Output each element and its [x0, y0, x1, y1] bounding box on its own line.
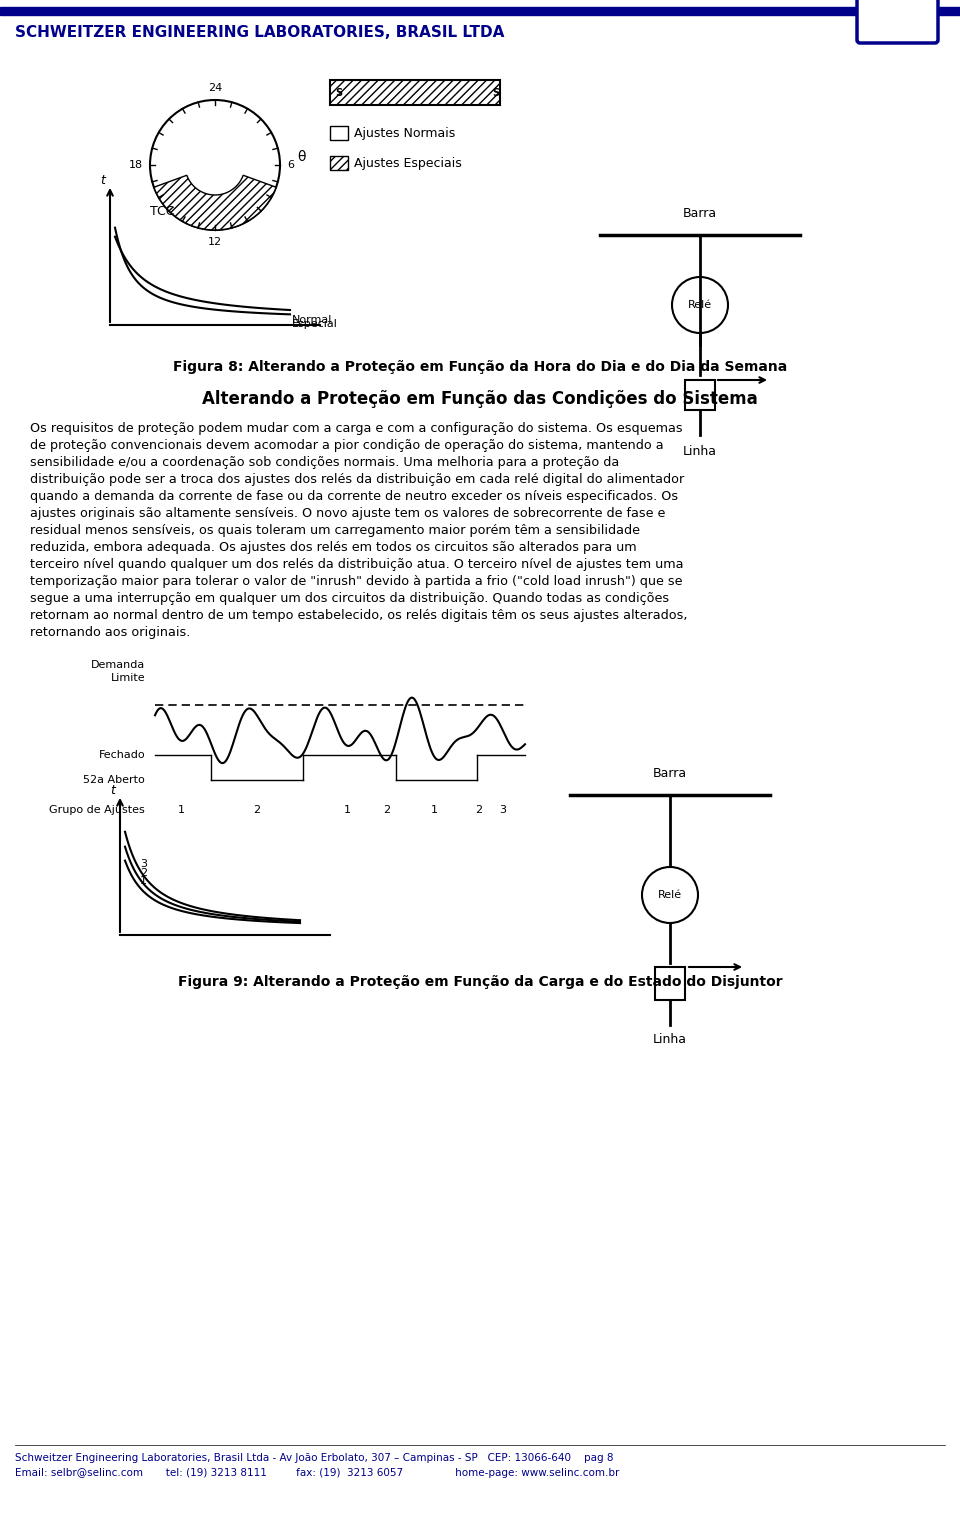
Bar: [330, 126, 348, 139]
Text: 6: 6: [287, 161, 294, 170]
Text: 52a Aberto: 52a Aberto: [84, 776, 145, 785]
Text: distribuição pode ser a troca dos ajustes dos relés da distribuição em cada relé: distribuição pode ser a troca dos ajuste…: [30, 473, 684, 486]
Text: 2: 2: [475, 804, 482, 815]
Text: θ: θ: [297, 150, 305, 164]
Text: ajustes originais são altamente sensíveis. O novo ajuste tem os valores de sobre: ajustes originais são altamente sensívei…: [30, 508, 665, 520]
Bar: [330, 80, 500, 105]
Text: Demanda: Demanda: [91, 661, 145, 670]
Text: terceiro nível quando qualquer um dos relés da distribuição atua. O terceiro nív: terceiro nível quando qualquer um dos re…: [30, 558, 684, 571]
Bar: [330, 156, 348, 170]
Text: sensibilidade e/ou a coordenação sob condições normais. Uma melhoria para a prot: sensibilidade e/ou a coordenação sob con…: [30, 456, 619, 470]
Text: t: t: [110, 783, 115, 797]
Text: Linha: Linha: [653, 1033, 687, 1045]
Text: Barra: Barra: [683, 208, 717, 220]
Text: Figura 9: Alterando a Proteção em Função da Carga e do Estado do Disjuntor: Figura 9: Alterando a Proteção em Função…: [178, 976, 782, 989]
Bar: [0, 8, 960, 15]
Text: SEL: SEL: [872, 5, 923, 27]
Text: retornando aos originais.: retornando aos originais.: [30, 626, 190, 639]
Text: Linha: Linha: [683, 445, 717, 458]
Text: 2: 2: [140, 868, 147, 877]
Text: 1: 1: [431, 804, 438, 815]
FancyBboxPatch shape: [857, 0, 938, 42]
Text: Especial: Especial: [292, 320, 338, 329]
Text: Schweitzer Engineering Laboratories, Brasil Ltda - Av João Erbolato, 307 – Campi: Schweitzer Engineering Laboratories, Bra…: [15, 1453, 613, 1463]
Text: 3: 3: [140, 859, 147, 870]
Text: Email: selbr@selinc.com       tel: (19) 3213 8111         fax: (19)  3213 6057  : Email: selbr@selinc.com tel: (19) 3213 8…: [15, 1468, 619, 1479]
Text: Relé: Relé: [658, 889, 682, 900]
Text: Grupo de Ajustes: Grupo de Ajustes: [49, 804, 145, 815]
Text: S: S: [492, 88, 499, 98]
Text: Normal: Normal: [292, 315, 332, 326]
Text: Figura 8: Alterando a Proteção em Função da Hora do Dia e do Dia da Semana: Figura 8: Alterando a Proteção em Função…: [173, 361, 787, 374]
Polygon shape: [154, 176, 276, 230]
Text: temporização maior para tolerar o valor de "inrush" devido à partida a frio ("co: temporização maior para tolerar o valor …: [30, 576, 683, 588]
Text: Alterando a Proteção em Função das Condições do Sistema: Alterando a Proteção em Função das Condi…: [203, 389, 757, 408]
Text: Os requisitos de proteção podem mudar com a carga e com a configuração do sistem: Os requisitos de proteção podem mudar co…: [30, 423, 683, 435]
Text: quando a demanda da corrente de fase ou da corrente de neutro exceder os níveis : quando a demanda da corrente de fase ou …: [30, 489, 678, 503]
Text: retornam ao normal dentro de um tempo estabelecido, os relés digitais têm os seu: retornam ao normal dentro de um tempo es…: [30, 609, 687, 623]
Text: 24: 24: [208, 83, 222, 92]
Text: de proteção convencionais devem acomodar a pior condição de operação do sistema,: de proteção convencionais devem acomodar…: [30, 439, 663, 451]
Text: Limite: Limite: [110, 673, 145, 683]
Text: 3: 3: [499, 804, 506, 815]
Text: 1: 1: [344, 804, 351, 815]
Bar: [685, 380, 715, 411]
Text: Ajustes Especiais: Ajustes Especiais: [354, 156, 462, 170]
Text: 1: 1: [140, 876, 147, 886]
Text: Ajustes Normais: Ajustes Normais: [354, 126, 455, 139]
Text: SCHWEITZER ENGINEERING LABORATORIES, BRASIL LTDA: SCHWEITZER ENGINEERING LABORATORIES, BRA…: [15, 26, 504, 39]
Text: 18: 18: [129, 161, 143, 170]
Text: Fechado: Fechado: [98, 750, 145, 761]
Text: S: S: [335, 88, 342, 98]
Text: TCC: TCC: [150, 205, 175, 218]
Text: 1: 1: [178, 804, 184, 815]
Text: reduzida, embora adequada. Os ajustes dos relés em todos os circuitos são altera: reduzida, embora adequada. Os ajustes do…: [30, 541, 636, 554]
Text: 2: 2: [383, 804, 390, 815]
Text: segue a uma interrupção em qualquer um dos circuitos da distribuição. Quando tod: segue a uma interrupção em qualquer um d…: [30, 592, 669, 604]
Text: t: t: [100, 174, 105, 186]
Text: Barra: Barra: [653, 767, 687, 780]
Bar: [655, 967, 685, 1000]
Text: 2: 2: [253, 804, 260, 815]
Text: 12: 12: [208, 236, 222, 247]
Text: ®: ®: [930, 26, 938, 35]
Text: Relé: Relé: [688, 300, 712, 311]
Text: residual menos sensíveis, os quais toleram um carregamento maior porém têm a sen: residual menos sensíveis, os quais toler…: [30, 524, 640, 536]
